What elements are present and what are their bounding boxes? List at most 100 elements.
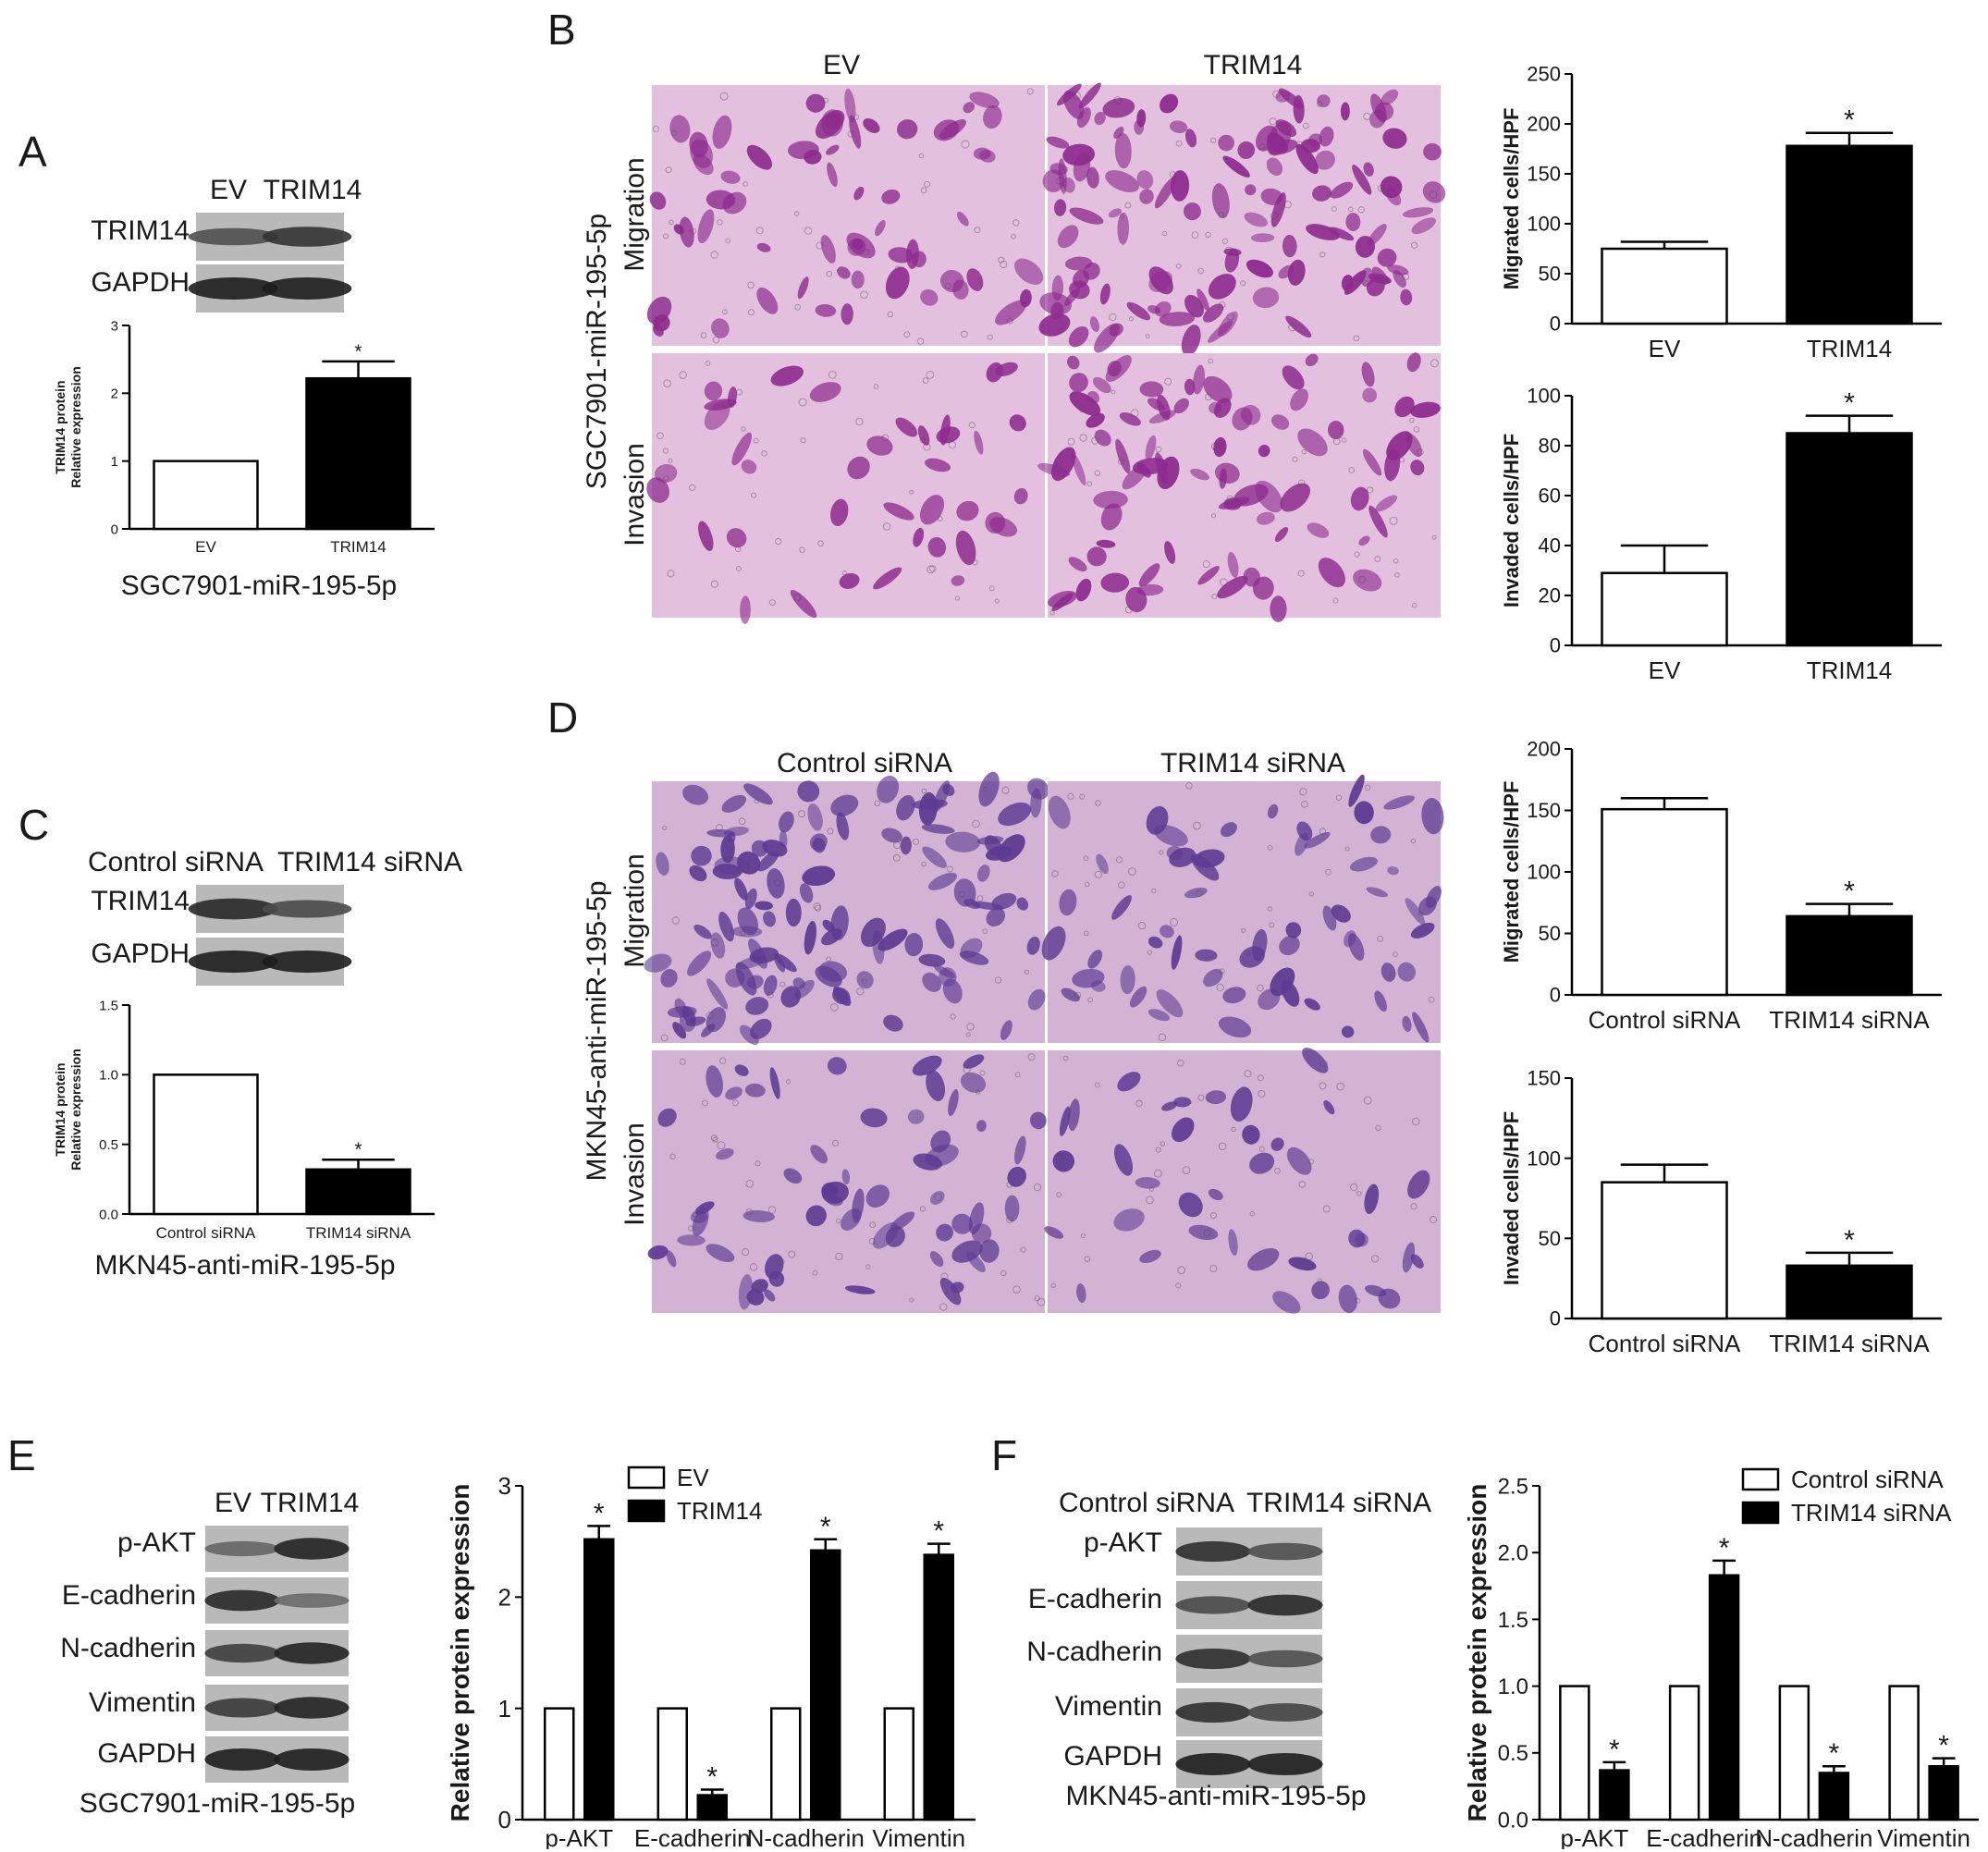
stained-cell [804, 920, 816, 955]
membrane-pore [827, 828, 834, 835]
membrane-pore [1393, 951, 1398, 957]
membrane-pore [1079, 434, 1087, 442]
stained-cell [1349, 856, 1378, 872]
stained-cell [956, 211, 969, 227]
membrane-pore [983, 786, 988, 791]
membrane-pore [987, 334, 993, 340]
stained-cell [837, 266, 851, 279]
membrane-pore [745, 1179, 755, 1188]
membrane-pore [918, 153, 924, 159]
membrane-pore [1006, 1181, 1013, 1188]
blot-e-band [204, 1540, 280, 1557]
y-axis-label: TRIM14 protein [53, 1062, 67, 1156]
membrane-pore [663, 379, 671, 387]
membrane-pore [909, 489, 914, 495]
western-blot-f [1175, 1527, 1323, 1788]
stained-cell [1105, 355, 1132, 383]
stained-cell [1213, 436, 1227, 458]
stained-cell [742, 1209, 775, 1222]
stained-cell [790, 590, 817, 619]
blot-f-row-5-label: GAPDH [1063, 1741, 1162, 1772]
stained-cell [731, 926, 763, 938]
western-blot-a [188, 213, 352, 313]
membrane-pore [924, 180, 931, 188]
stained-cell [978, 771, 1000, 807]
stained-cell [1004, 1195, 1020, 1222]
membrane-pore [1297, 570, 1305, 577]
membrane-pore [1113, 96, 1123, 104]
stained-cell [1173, 1097, 1192, 1108]
membrane-pore [1147, 950, 1153, 955]
membrane-pore [1177, 1266, 1185, 1275]
membrane-pore [747, 309, 755, 316]
stained-cell [1154, 300, 1172, 317]
stained-cell [743, 783, 773, 805]
membrane-pore [916, 337, 925, 345]
x-category-label: EV [195, 538, 216, 556]
y-axis-label: Migrated cells/HPF [1500, 108, 1523, 290]
membrane-pore [1348, 206, 1354, 213]
membrane-pore [1083, 930, 1089, 937]
membrane-pore [1197, 267, 1205, 275]
stained-cell [966, 268, 984, 291]
membrane-pore [1051, 870, 1059, 877]
stained-cell [746, 144, 773, 170]
stained-cell [720, 170, 741, 184]
western-blot-e [204, 1526, 350, 1783]
membrane-pore [671, 129, 678, 137]
membrane-pore [1020, 1246, 1026, 1253]
membrane-pore [690, 227, 697, 235]
stained-cell [912, 251, 927, 268]
membrane-pore [1011, 234, 1016, 239]
stained-cell [1173, 398, 1189, 414]
stained-cell [1250, 233, 1275, 243]
stained-cell [769, 1067, 780, 1099]
stained-cell [918, 953, 946, 967]
membrane-pore [1000, 1269, 1007, 1277]
x-category-label: TRIM14 siRNA [1769, 1006, 1930, 1034]
stained-cell [883, 1014, 903, 1032]
membrane-pore [735, 566, 742, 572]
stained-cell [1370, 826, 1392, 844]
stained-cell [649, 191, 667, 210]
stained-cell [1258, 444, 1270, 458]
panel-b: B SGC7901-miR-195-5p EV TRIM14 Migration… [547, 6, 1942, 684]
membrane-pore [788, 1250, 796, 1258]
stained-cell [1160, 93, 1179, 114]
membrane-pore [1175, 140, 1183, 147]
significance-marker: * [706, 1762, 718, 1793]
membrane-pore [1299, 788, 1307, 796]
stained-cell [1282, 234, 1297, 258]
membrane-pore [813, 902, 821, 911]
membrane-pore [751, 492, 757, 498]
y-tick-label: 100 [1527, 1147, 1561, 1170]
stained-cell [1384, 448, 1401, 482]
stained-cell [756, 242, 771, 252]
x-category-label: TRIM14 [1807, 656, 1892, 684]
membrane-pore [1377, 184, 1385, 192]
stained-cell [660, 968, 678, 987]
stained-cell [963, 1054, 985, 1069]
membrane-pore [940, 1272, 949, 1281]
membrane-pore [961, 330, 968, 338]
membrane-pore [1209, 1264, 1218, 1273]
stained-cell [646, 477, 669, 503]
membrane-pore [1226, 495, 1234, 503]
stained-cell [1300, 139, 1320, 153]
membrane-pore [855, 417, 864, 426]
stained-cell [726, 528, 747, 548]
membrane-pore [817, 540, 824, 547]
membrane-pore [948, 440, 957, 449]
y-tick-label: 1 [111, 454, 118, 470]
stained-cell [1147, 1009, 1171, 1022]
membrane-pore [1417, 448, 1424, 456]
stained-cell [963, 102, 976, 114]
stained-cell [1009, 414, 1026, 432]
blot-c-band [188, 898, 278, 920]
panel-letter-a: A [18, 128, 47, 176]
membrane-pore [754, 798, 759, 804]
stained-cell [1093, 490, 1128, 509]
membrane-pore [1094, 870, 1103, 879]
x-category-label: TRIM14 siRNA [1769, 1330, 1930, 1357]
y-axis-label: Relative expression [68, 1049, 83, 1171]
